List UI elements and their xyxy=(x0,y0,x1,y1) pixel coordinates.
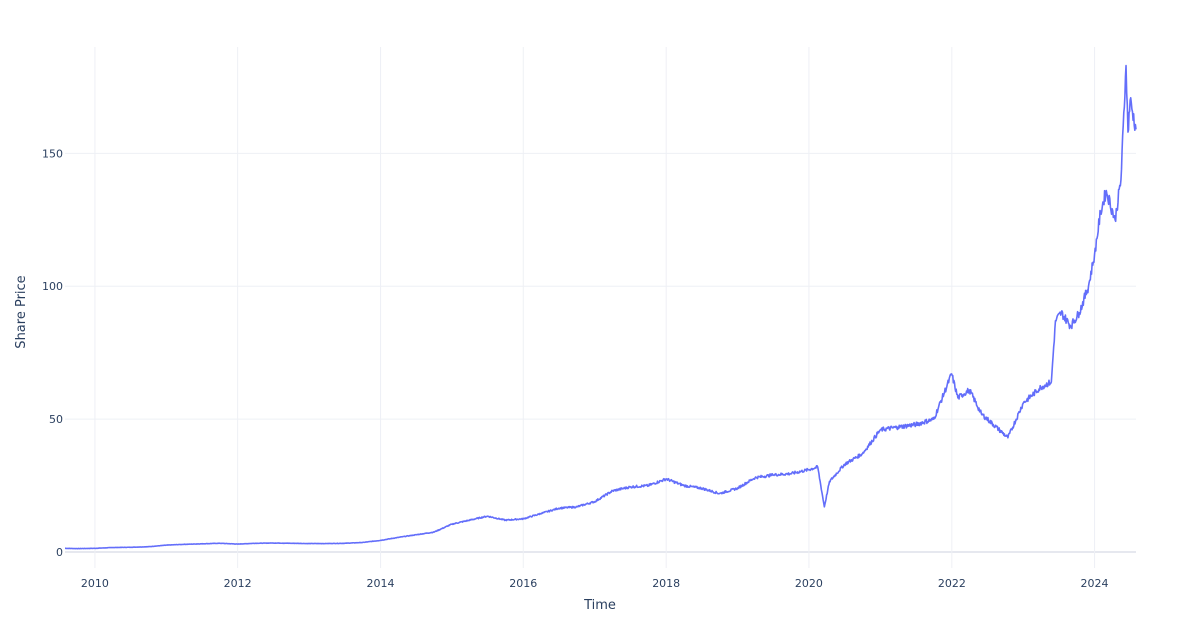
series-layer xyxy=(64,64,1137,550)
x-tick-label: 2018 xyxy=(652,577,680,590)
x-tick-label: 2024 xyxy=(1081,577,1109,590)
axis-layer: 0 50 100 150 2010 2012 2014 2016 2018 2020 2022 202… xyxy=(42,147,1109,590)
x-tick-label: 2016 xyxy=(509,577,537,590)
x-tick-label: 2020 xyxy=(795,577,823,590)
x-tick-label: 2010 xyxy=(81,577,109,590)
y-tick-label: 0 xyxy=(56,546,63,559)
grid-layer xyxy=(65,47,1136,568)
y-tick-label: 100 xyxy=(42,280,63,293)
x-tick-label: 2012 xyxy=(224,577,252,590)
y-axis-title: Share Price xyxy=(14,275,29,348)
y-tick-label: 150 xyxy=(42,147,63,160)
x-axis-title: Time xyxy=(583,598,616,613)
share-price-line xyxy=(64,64,1137,550)
x-tick-label: 2014 xyxy=(367,577,395,590)
y-tick-label: 50 xyxy=(49,413,63,426)
x-tick-label: 2022 xyxy=(938,577,966,590)
